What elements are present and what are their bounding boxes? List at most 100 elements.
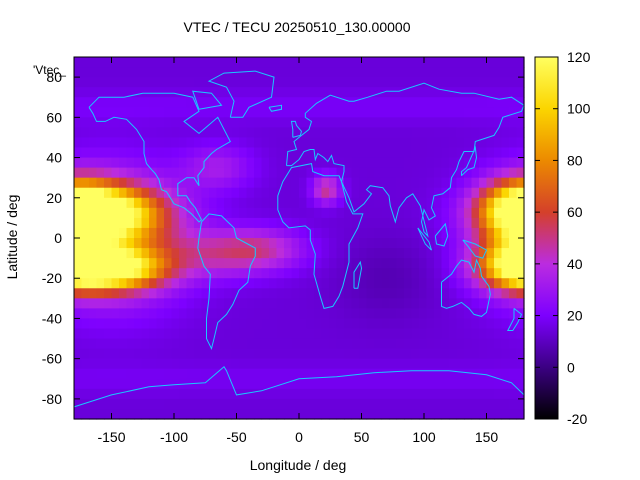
heatmap-cell [262, 298, 270, 309]
heatmap-cell [389, 97, 397, 108]
heatmap-cell [262, 258, 270, 269]
heatmap-cell [487, 67, 495, 78]
heatmap-cell [389, 87, 397, 98]
heatmap-cell [202, 268, 210, 279]
heatmap-cell [254, 349, 262, 360]
heatmap-cell [262, 308, 270, 319]
heatmap-cell [179, 67, 187, 78]
heatmap-cell [202, 248, 210, 259]
heatmap-cell [442, 409, 450, 420]
heatmap-cell [187, 218, 195, 229]
heatmap-cell [472, 409, 480, 420]
heatmap-cell [359, 349, 367, 360]
heatmap-cell [74, 389, 82, 400]
heatmap-cell [179, 137, 187, 148]
heatmap-cell [449, 127, 457, 138]
heatmap-cell [442, 238, 450, 249]
heatmap-cell [134, 399, 142, 410]
heatmap-cell [344, 97, 352, 108]
heatmap-cell [299, 278, 307, 289]
heatmap-cell [262, 57, 270, 68]
heatmap-cell [299, 359, 307, 370]
heatmap-cell [82, 258, 90, 269]
heatmap-cell [404, 168, 412, 179]
heatmap-cell [239, 339, 247, 350]
heatmap-cell [119, 67, 127, 78]
heatmap-cell [404, 318, 412, 329]
heatmap-cell [247, 399, 255, 410]
heatmap-cell [247, 298, 255, 309]
heatmap-cell [172, 228, 180, 239]
heatmap-cell [172, 188, 180, 199]
heatmap-cell [389, 168, 397, 179]
heatmap-cell [104, 369, 112, 380]
heatmap-cell [322, 57, 330, 68]
heatmap-cell [502, 57, 510, 68]
heatmap-cell [412, 359, 420, 370]
heatmap-cell [382, 67, 390, 78]
heatmap-cell [329, 127, 337, 138]
heatmap-cell [314, 208, 322, 219]
heatmap-cell [517, 238, 525, 249]
heatmap-cell [149, 339, 157, 350]
heatmap-cell [262, 107, 270, 118]
heatmap-cell [329, 278, 337, 289]
heatmap-cell [97, 178, 105, 189]
heatmap-cell [404, 107, 412, 118]
heatmap-cell [127, 208, 135, 219]
heatmap-cell [179, 238, 187, 249]
heatmap-cell [89, 127, 97, 138]
heatmap-cell [457, 228, 465, 239]
heatmap-cell [119, 288, 127, 299]
heatmap-cell [209, 238, 217, 249]
heatmap-cell [337, 329, 345, 340]
heatmap-cell [472, 57, 480, 68]
heatmap-cell [119, 238, 127, 249]
heatmap-cell [224, 117, 232, 128]
heatmap-cell [284, 409, 292, 420]
heatmap-cell [149, 188, 157, 199]
heatmap-cell [374, 97, 382, 108]
heatmap-cell [494, 349, 502, 360]
heatmap-cell [134, 278, 142, 289]
heatmap-cell [472, 359, 480, 370]
heatmap-cell [157, 379, 165, 390]
heatmap-cell [74, 218, 82, 229]
heatmap-cell [172, 268, 180, 279]
heatmap-cell [397, 148, 405, 159]
heatmap-cell [232, 158, 240, 169]
heatmap-cell [112, 238, 120, 249]
heatmap-cell [157, 198, 165, 209]
heatmap-cell [269, 158, 277, 169]
heatmap-cell [412, 278, 420, 289]
heatmap-cell [187, 148, 195, 159]
heatmap-cell [389, 329, 397, 340]
heatmap-cell [74, 298, 82, 309]
heatmap-cell [262, 137, 270, 148]
heatmap-cell [517, 188, 525, 199]
heatmap-cell [517, 339, 525, 350]
heatmap-cell [517, 278, 525, 289]
heatmap-cell [434, 137, 442, 148]
heatmap-cell [359, 288, 367, 299]
heatmap-cell [359, 308, 367, 319]
heatmap-cell [434, 178, 442, 189]
heatmap-cell [187, 329, 195, 340]
heatmap-cell [389, 158, 397, 169]
heatmap-cell [97, 168, 105, 179]
heatmap-cell [127, 359, 135, 370]
heatmap-cell [442, 248, 450, 259]
heatmap-cell [172, 127, 180, 138]
heatmap-cell [232, 127, 240, 138]
heatmap-cell [509, 188, 517, 199]
heatmap-cell [172, 208, 180, 219]
heatmap-cell [157, 238, 165, 249]
heatmap-cell [164, 228, 172, 239]
heatmap-cell [359, 57, 367, 68]
heatmap-cell [262, 77, 270, 88]
heatmap-cell [119, 349, 127, 360]
heatmap-cell [352, 148, 360, 159]
heatmap-cell [314, 329, 322, 340]
heatmap-cell [352, 168, 360, 179]
heatmap-cell [457, 178, 465, 189]
